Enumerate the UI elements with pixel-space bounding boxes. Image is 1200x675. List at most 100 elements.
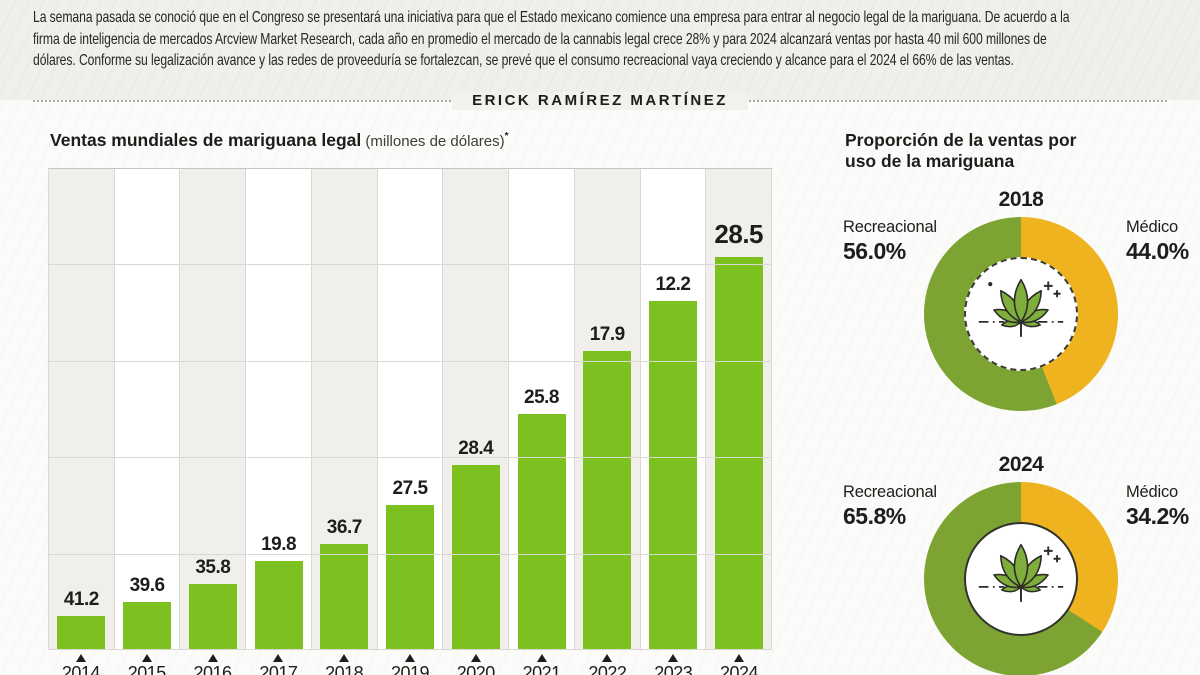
axis-cell-2023: 2023 (640, 650, 706, 675)
plus-marks-decoration (1043, 546, 1061, 563)
bar-column-2019: 27.5 (377, 169, 444, 649)
bar-column-2022: 17.9 (574, 169, 641, 649)
intro-line: dólares. Conforme su legalización avance… (33, 52, 1014, 69)
bar-2023 (648, 301, 697, 649)
bar-value-label: 25.8 (524, 387, 559, 408)
axis-cell-2022: 2022 (575, 650, 641, 675)
axis-cell-2014: 2014 (48, 650, 114, 675)
bar-2022 (583, 351, 632, 649)
bar-column-2024: 28.5 (706, 169, 773, 649)
axis-cell-2017: 2017 (245, 650, 311, 675)
bar-2016 (188, 584, 237, 649)
bar-value-label: 39.6 (129, 575, 165, 596)
year-tick-label: 2022 (588, 663, 627, 675)
bar-value-label: 35.8 (195, 557, 231, 578)
donut-section-title-line: uso de la mariguana (845, 151, 1015, 171)
triangle-up-icon (141, 654, 152, 662)
bar-value-label: 28.4 (458, 438, 494, 459)
recreational-value: 56.0% (843, 238, 906, 264)
donut-hole (964, 257, 1078, 371)
triangle-up-icon (536, 654, 547, 662)
donut-section-title: Proporción de la ventas por uso de la ma… (845, 130, 1076, 172)
year-tick-label: 2021 (522, 663, 562, 675)
donut-year-label: 2024 (998, 453, 1044, 476)
triangle-up-icon (602, 654, 613, 662)
bar-column-2018: 36.7 (311, 169, 378, 649)
axis-cell-2019: 2019 (377, 650, 443, 675)
plus-marks-decoration (1043, 281, 1061, 298)
medical-label-block: Médico 34.2% (1126, 483, 1189, 530)
bar-2020 (451, 465, 500, 649)
year-tick-label: 2019 (390, 663, 430, 675)
year-tick-label: 2014 (61, 663, 101, 675)
medical-value: 44.0% (1126, 238, 1189, 264)
recreational-value: 65.8% (843, 503, 906, 529)
triangle-up-icon (273, 654, 284, 662)
bar-column-2014: 41.2 (49, 169, 115, 649)
axis-cell-2018: 2018 (311, 650, 377, 675)
medical-label: Médico (1126, 218, 1178, 236)
byline: ERICK RAMÍREZ MARTÍNEZ (452, 92, 748, 110)
bar-2015 (123, 602, 172, 649)
axis-cell-2020: 2020 (443, 650, 509, 675)
triangle-up-icon (470, 654, 481, 662)
bar-2014 (57, 616, 106, 649)
bar-column-2015: 39.6 (114, 169, 181, 649)
bar-chart-title: Ventas mundiales de mariguana legal (mil… (50, 130, 509, 151)
triangle-up-icon (668, 654, 679, 662)
year-tick-label: 2020 (456, 663, 496, 675)
intro-band (0, 0, 1200, 100)
medical-label-block: Médico 44.0% (1126, 218, 1189, 265)
donut-year-label: 2018 (998, 188, 1044, 211)
cannabis-leaf-icon (978, 544, 1064, 602)
donut-ring (924, 482, 1118, 675)
recreational-label-block: Recreacional 56.0% (843, 218, 937, 265)
bar-value-label: 17.9 (589, 324, 625, 345)
bar-chart-title-note: (millones de dólares) (361, 133, 505, 150)
medical-value: 34.2% (1126, 503, 1189, 529)
year-tick-label: 2018 (325, 663, 364, 675)
bar-chart-x-axis: 2014 2015 2016 2017 2018 2019 2020 2021 2022 2023… (48, 650, 772, 675)
dot-decoration (988, 281, 993, 287)
bar-2018 (320, 544, 369, 649)
bar-column-2017: 19.8 (246, 169, 312, 649)
donut-ring (924, 217, 1118, 411)
recreational-label: Recreacional (843, 218, 937, 236)
triangle-up-icon (339, 654, 350, 662)
bar-chart-title-bold: Ventas mundiales de mariguana legal (50, 130, 362, 150)
intro-line: firma de inteligencia de mercados Arcvie… (33, 30, 1047, 48)
bar-value-label: 28.5 (714, 219, 764, 249)
bar-2019 (386, 505, 435, 649)
year-tick-label: 2017 (259, 663, 298, 675)
triangle-up-icon (207, 654, 218, 662)
bar-value-label: 12.2 (655, 274, 691, 295)
recreational-label-block: Recreacional 65.8% (843, 483, 937, 530)
year-tick-label: 2016 (193, 663, 233, 675)
donut-chart-2024: 2024 Rec (843, 451, 1200, 675)
bar-column-2023: 12.2 (640, 169, 707, 649)
medical-label: Médico (1126, 483, 1178, 501)
axis-cell-2015: 2015 (114, 650, 180, 675)
cannabis-leaf-icon (978, 279, 1064, 337)
bar-2024 (714, 257, 763, 649)
bar-value-label: 27.5 (392, 478, 428, 499)
bar-2021 (517, 414, 566, 649)
triangle-up-icon (404, 654, 415, 662)
year-tick-label: 2023 (654, 663, 693, 675)
bar-value-label: 36.7 (326, 517, 362, 538)
donut-section-title-line: Proporción de la ventas por (845, 130, 1077, 150)
intro-line: La semana pasada se conoció que en el Co… (33, 9, 1070, 26)
bar-value-label: 19.8 (261, 534, 297, 555)
bar-chart-plot: 41.2 39.6 35.8 19.8 36.7 27.5 28.4 25.8 17.9 12.2… (48, 168, 773, 650)
donut-hole (964, 522, 1078, 636)
triangle-up-icon (734, 654, 745, 662)
footnote-asterisk: * (504, 131, 509, 143)
donut-section: Proporción de la ventas por uso de la ma… (843, 0, 1200, 675)
recreational-label: Recreacional (843, 483, 937, 501)
axis-cell-2024: 2024 (706, 650, 772, 675)
byline-divider: ERICK RAMÍREZ MARTÍNEZ (33, 92, 1167, 110)
donut-chart-2018: 2018 Rec (843, 186, 1200, 456)
axis-cell-2021: 2021 (509, 650, 575, 675)
bar-column-2021: 25.8 (509, 169, 575, 649)
